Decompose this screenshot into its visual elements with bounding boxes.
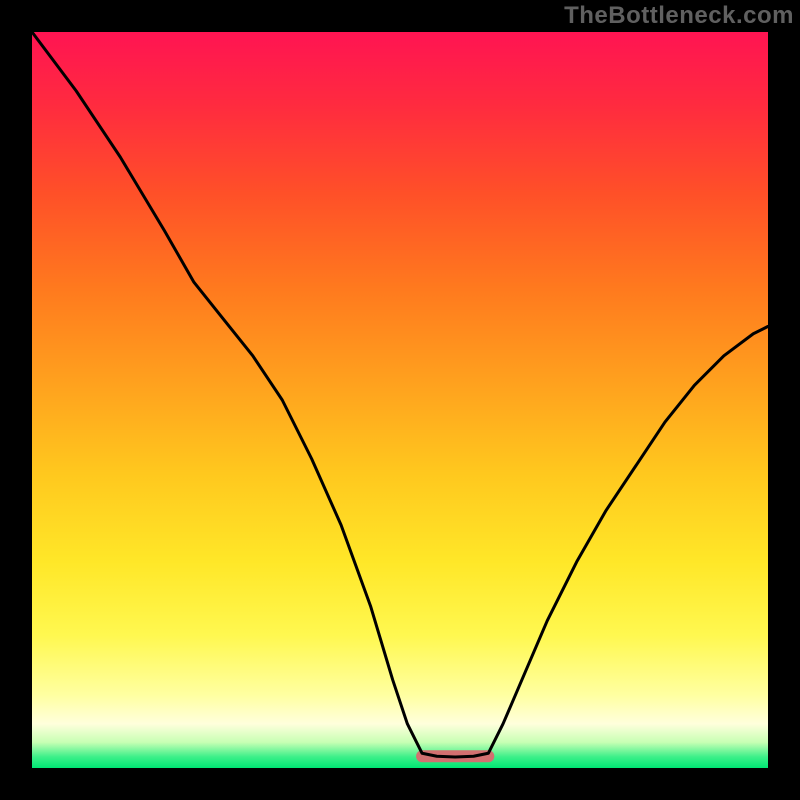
plot-area [32, 32, 768, 768]
chart-frame: TheBottleneck.com [0, 0, 800, 800]
chart-svg [32, 32, 768, 768]
gradient-background [32, 32, 768, 768]
watermark-text: TheBottleneck.com [564, 2, 794, 30]
